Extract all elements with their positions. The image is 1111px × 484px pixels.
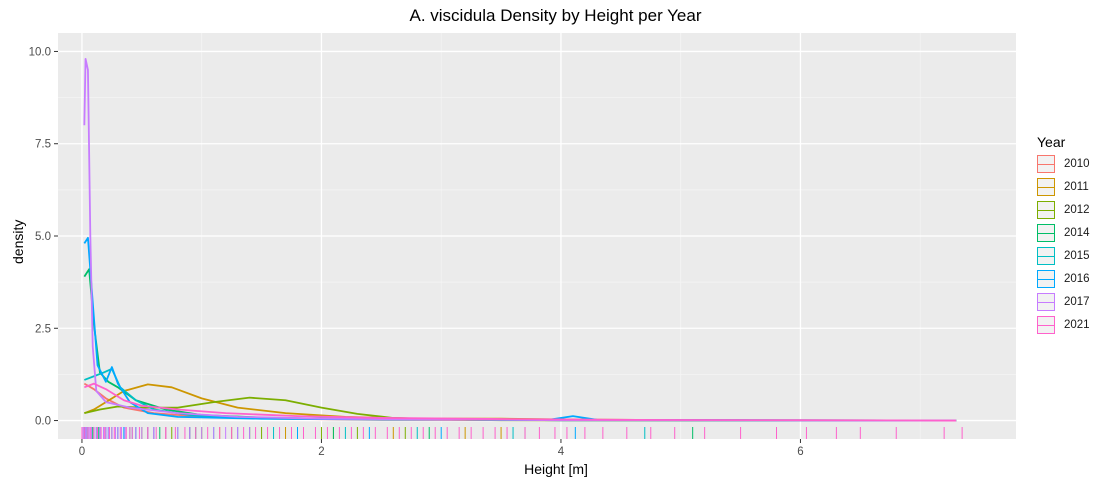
density-curve-2017 <box>83 57 957 422</box>
x-tick-label: 0 <box>79 446 85 458</box>
legend-item-2010: 2010 <box>1037 152 1111 175</box>
y-axis-label: density <box>10 219 26 264</box>
legend-item-2011: 2011 <box>1037 175 1111 198</box>
density-curve-2016 <box>83 236 957 422</box>
legend-key-line <box>1038 324 1054 326</box>
y-tick-label: 0.0 <box>35 416 51 428</box>
legend-key-2012 <box>1037 200 1055 219</box>
legend-title: Year <box>1037 134 1066 150</box>
legend-items: 2010 2011 2012 2014 2015 2016 2017 2021 <box>1037 152 1111 336</box>
legend-item-2017: 2017 <box>1037 290 1111 313</box>
legend-key-2014 <box>1037 223 1055 242</box>
legend-key-2016 <box>1037 269 1055 288</box>
legend-key-line <box>1038 255 1054 257</box>
x-axis-ticks: 0 2 4 6 <box>79 439 804 458</box>
y-tick-label: 7.5 <box>35 139 51 151</box>
legend-key-line <box>1038 163 1054 165</box>
legend-label-2011: 2011 <box>1064 180 1089 193</box>
legend-key-line <box>1038 301 1054 303</box>
legend-label-2014: 2014 <box>1064 226 1090 239</box>
y-tick-label: 10.0 <box>29 46 51 58</box>
legend-label-2015: 2015 <box>1064 249 1090 262</box>
legend-item-2012: 2012 <box>1037 198 1111 221</box>
legend-item-2014: 2014 <box>1037 221 1111 244</box>
legend-key-2017 <box>1037 292 1055 311</box>
legend-label-2016: 2016 <box>1064 272 1090 285</box>
x-axis-label: Height [m] <box>524 461 588 477</box>
legend-key-2015 <box>1037 246 1055 265</box>
legend-label-2017: 2017 <box>1064 295 1090 308</box>
y-axis-ticks: 0.0 2.5 5.0 7.5 10.0 <box>29 46 58 428</box>
rug-marks <box>81 427 963 439</box>
legend-label-2010: 2010 <box>1064 157 1090 170</box>
legend: Year 2010 2011 2012 2014 2015 2016 2017 2021 <box>1037 132 1111 336</box>
x-tick-label: 6 <box>797 446 803 458</box>
x-tick-label: 4 <box>558 446 565 458</box>
legend-key-line <box>1038 186 1054 188</box>
y-tick-label: 5.0 <box>35 231 51 243</box>
legend-label-2021: 2021 <box>1064 318 1090 331</box>
x-tick-label: 2 <box>318 446 324 458</box>
legend-key-2021 <box>1037 315 1055 334</box>
legend-key-line <box>1038 278 1054 280</box>
y-tick-label: 2.5 <box>35 323 51 335</box>
chart-title: A. viscidula Density by Height per Year <box>409 6 702 25</box>
density-curves <box>83 57 957 422</box>
legend-label-2012: 2012 <box>1064 203 1090 216</box>
legend-key-2011 <box>1037 177 1055 196</box>
legend-key-line <box>1038 209 1054 211</box>
density-curve-2021 <box>84 382 957 422</box>
legend-key-line <box>1038 232 1054 234</box>
legend-item-2021: 2021 <box>1037 313 1111 336</box>
legend-item-2015: 2015 <box>1037 244 1111 267</box>
legend-item-2016: 2016 <box>1037 267 1111 290</box>
legend-key-2010 <box>1037 154 1055 173</box>
